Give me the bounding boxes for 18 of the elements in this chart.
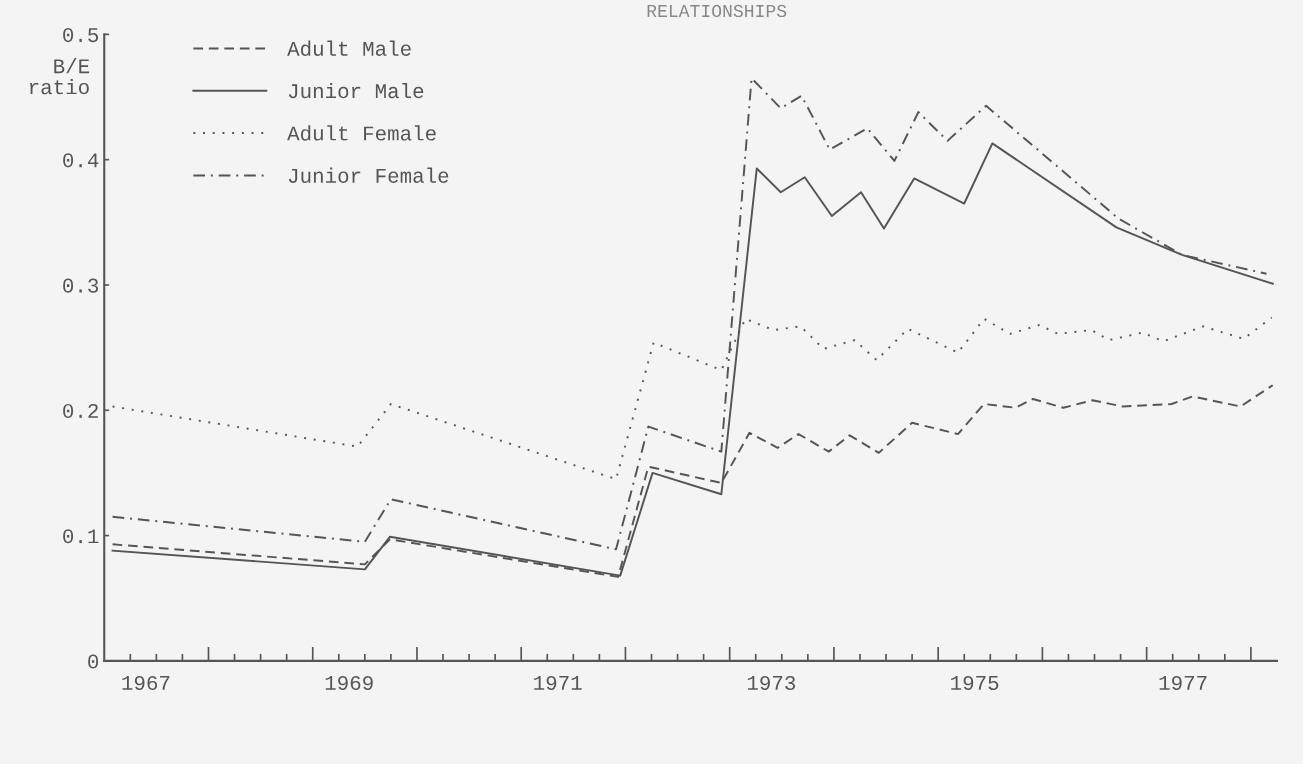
- x-tick-label: 1975: [951, 675, 999, 691]
- x-tick-label: 1977: [1159, 675, 1207, 691]
- legend-label: Junior Male: [288, 82, 424, 99]
- legend-label: Adult Female: [287, 125, 436, 141]
- y-tick-label: 0.4: [63, 153, 99, 168]
- legend-label: Junior Female: [288, 167, 449, 183]
- legend-label: Adult Male: [287, 40, 411, 56]
- x-tick-label: 1967: [122, 675, 170, 691]
- y-tick-label: 0: [88, 654, 99, 669]
- y-axis-title: B/E ratio: [30, 58, 90, 95]
- y-tick-label: 0.1: [63, 529, 99, 544]
- x-tick-label: 1971: [534, 675, 582, 691]
- x-tick-label: 1969: [325, 675, 373, 691]
- y-tick-label: 0.2: [63, 403, 98, 419]
- y-tick-label: 0.5: [63, 27, 99, 43]
- chart-title: RELATIONSHIPS: [647, 4, 787, 18]
- x-tick-label: 1973: [747, 675, 796, 691]
- y-tick-label: 0.3: [63, 278, 99, 293]
